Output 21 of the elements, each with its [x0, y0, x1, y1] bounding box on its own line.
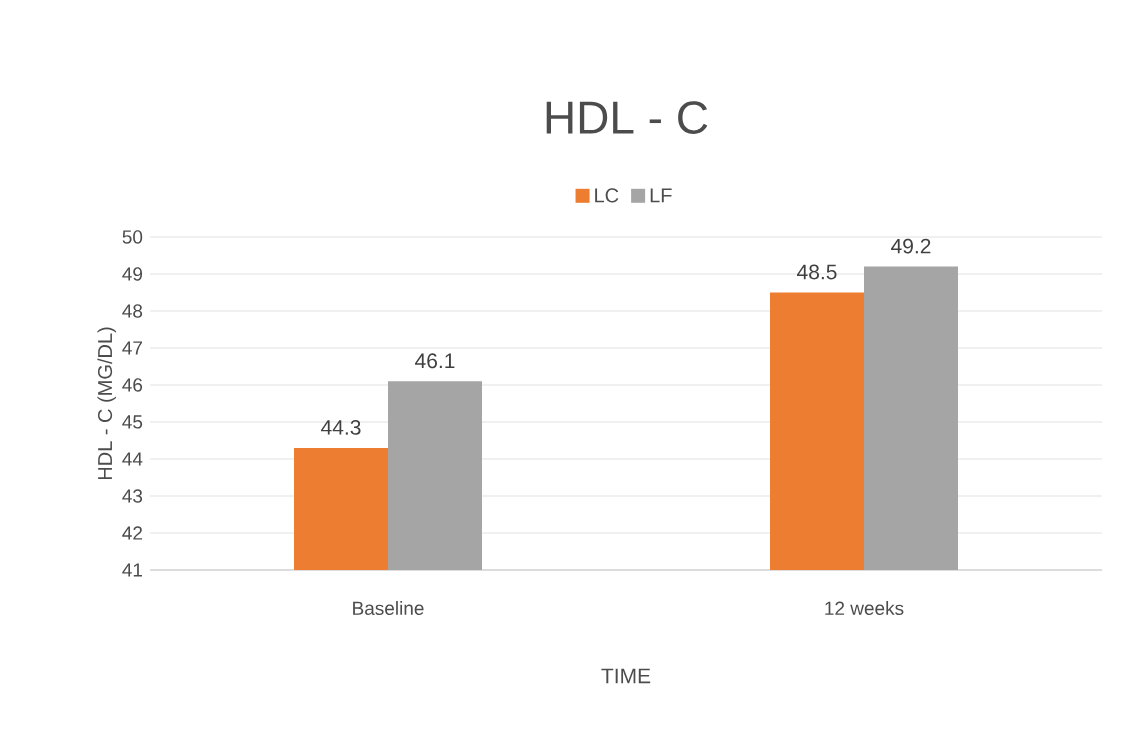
x-axis-title: TIME [601, 668, 651, 684]
legend-label: LC [595, 188, 619, 203]
x-tick-label: Baseline [353, 601, 424, 616]
y-tick-label: 50 [122, 230, 143, 244]
y-tick-label: 45 [122, 415, 143, 429]
data-label: 46.1 [415, 353, 455, 369]
y-tick-label: 44 [122, 452, 143, 466]
y-tick-label: 42 [122, 526, 142, 540]
y-tick-label: 46 [122, 378, 143, 392]
y-tick-label: 41 [122, 563, 142, 577]
data-label: 49.2 [891, 238, 931, 254]
data-label: 48.5 [797, 264, 837, 280]
chart-title: HDL - C [546, 101, 708, 134]
legend-label: LF [650, 188, 672, 203]
y-tick-label: 43 [122, 489, 143, 503]
y-tick-label: 49 [122, 267, 143, 281]
y-axis-title: HDL - C (MG/DL) [97, 327, 117, 480]
data-label: 44.3 [321, 419, 361, 435]
y-tick-label: 48 [122, 304, 143, 318]
x-tick-label: 12 weeks [825, 601, 904, 616]
y-tick-label: 47 [122, 341, 142, 355]
